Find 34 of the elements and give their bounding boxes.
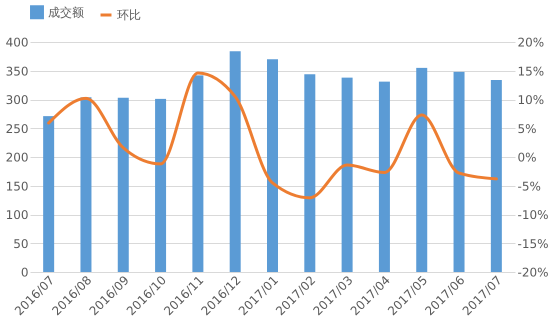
y2-tick-label: 20% <box>518 36 544 50</box>
legend-label: 环比 <box>117 8 141 22</box>
bar <box>155 98 166 272</box>
y-tick-label: 200 <box>6 150 28 164</box>
line-series <box>47 72 498 200</box>
bar <box>43 116 54 272</box>
bar <box>80 97 92 272</box>
y2-tick-label: -10% <box>518 208 549 222</box>
y-tick-label: 50 <box>13 236 28 251</box>
bar <box>378 82 390 272</box>
y-tick-label: 100 <box>6 208 28 222</box>
bar <box>118 98 129 272</box>
legend-label: 成交额 <box>48 5 84 20</box>
bar <box>416 68 428 272</box>
y-tick-label: 300 <box>6 93 28 107</box>
y2-tick-label: 5% <box>518 122 537 136</box>
y2-tick-label: -15% <box>518 236 549 251</box>
y2-tick-label: -5% <box>518 179 541 194</box>
bar <box>490 80 502 272</box>
y-tick-label: 250 <box>6 122 28 136</box>
y2-tick-label: 0% <box>518 150 537 164</box>
y2-tick-label: 15% <box>518 64 544 78</box>
y2-tick-label: -20% <box>518 266 549 280</box>
bar <box>267 59 278 272</box>
y-tick-label: 350 <box>6 64 28 78</box>
bar <box>304 74 316 272</box>
y2-tick-label: 10% <box>518 93 544 107</box>
bar <box>342 78 353 272</box>
y-tick-label: 150 <box>6 179 28 194</box>
bar <box>192 75 204 272</box>
bar <box>230 51 241 272</box>
y-tick-label: 0 <box>20 266 28 280</box>
y-tick-label: 400 <box>6 36 28 50</box>
bar <box>454 72 465 272</box>
